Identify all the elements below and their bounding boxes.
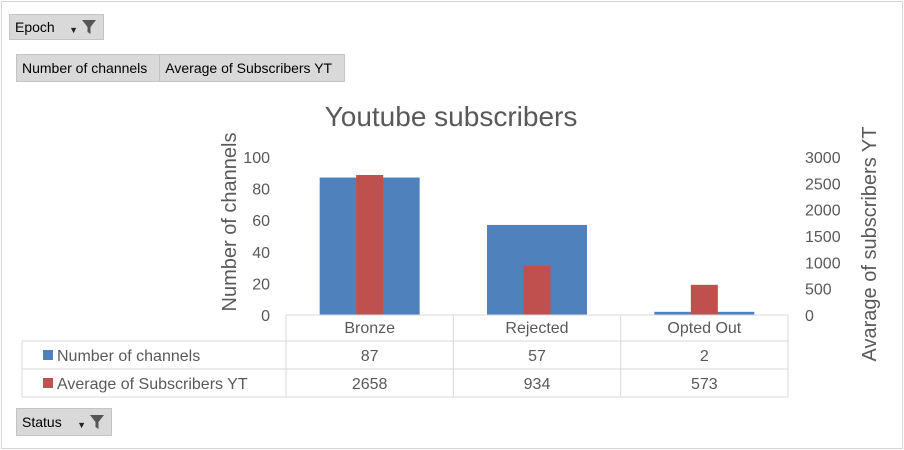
y-tick-label: 100	[243, 150, 270, 167]
data-table-value: 573	[691, 376, 718, 393]
y2-tick-label: 1000	[805, 255, 841, 272]
y2-tick-label: 2000	[805, 203, 841, 220]
data-table-value: 2	[700, 348, 709, 365]
bar-average-subscribers	[690, 284, 718, 315]
chart-title: Youtube subscribers	[325, 101, 578, 132]
y-tick-label: 40	[252, 245, 270, 262]
y-axis-title: Number of channels	[219, 133, 241, 312]
filter-icon	[90, 415, 104, 429]
data-table-value: 57	[528, 348, 546, 365]
legend-key	[43, 378, 53, 388]
y-tick-label: 0	[261, 308, 270, 325]
x-category-label: Opted Out	[667, 320, 741, 337]
y2-axis-title: Avarage of subscribers YT	[859, 127, 881, 362]
legend-key	[43, 350, 53, 360]
bar-average-subscribers	[523, 265, 551, 315]
legend-field-button-subscribers[interactable]: Average of Subscribers YT	[160, 54, 346, 82]
data-table-value: 87	[361, 348, 379, 365]
legend-field-button-channels[interactable]: Number of channels	[16, 54, 161, 82]
legend-entry: Average of Subscribers YT	[57, 376, 248, 393]
dropdown-arrow-icon: ▼	[77, 420, 86, 430]
data-table-value: 2658	[352, 376, 388, 393]
dropdown-arrow-icon: ▼	[69, 25, 78, 35]
y2-tick-label: 2500	[805, 176, 841, 193]
y2-tick-label: 1500	[805, 229, 841, 246]
bar-average-subscribers	[356, 175, 384, 315]
data-table-value: 934	[524, 376, 551, 393]
y2-tick-label: 500	[805, 282, 832, 299]
x-category-label: Rejected	[505, 320, 568, 337]
status-filter-label: Status	[22, 414, 62, 430]
y-tick-label: 20	[252, 276, 270, 293]
legend-field-buttons: Number of channels Average of Subscriber…	[16, 54, 346, 82]
filter-icon	[82, 20, 96, 34]
epoch-filter-label: Epoch	[15, 19, 55, 35]
epoch-filter-button[interactable]: Epoch ▼	[9, 14, 104, 40]
y2-tick-label: 3000	[805, 150, 841, 167]
legend-entry: Number of channels	[57, 348, 200, 365]
y-tick-label: 80	[252, 182, 270, 199]
y2-tick-label: 0	[805, 308, 814, 325]
status-filter-button[interactable]: Status ▼	[16, 408, 112, 436]
y-tick-label: 60	[252, 213, 270, 230]
x-category-label: Bronze	[344, 320, 395, 337]
